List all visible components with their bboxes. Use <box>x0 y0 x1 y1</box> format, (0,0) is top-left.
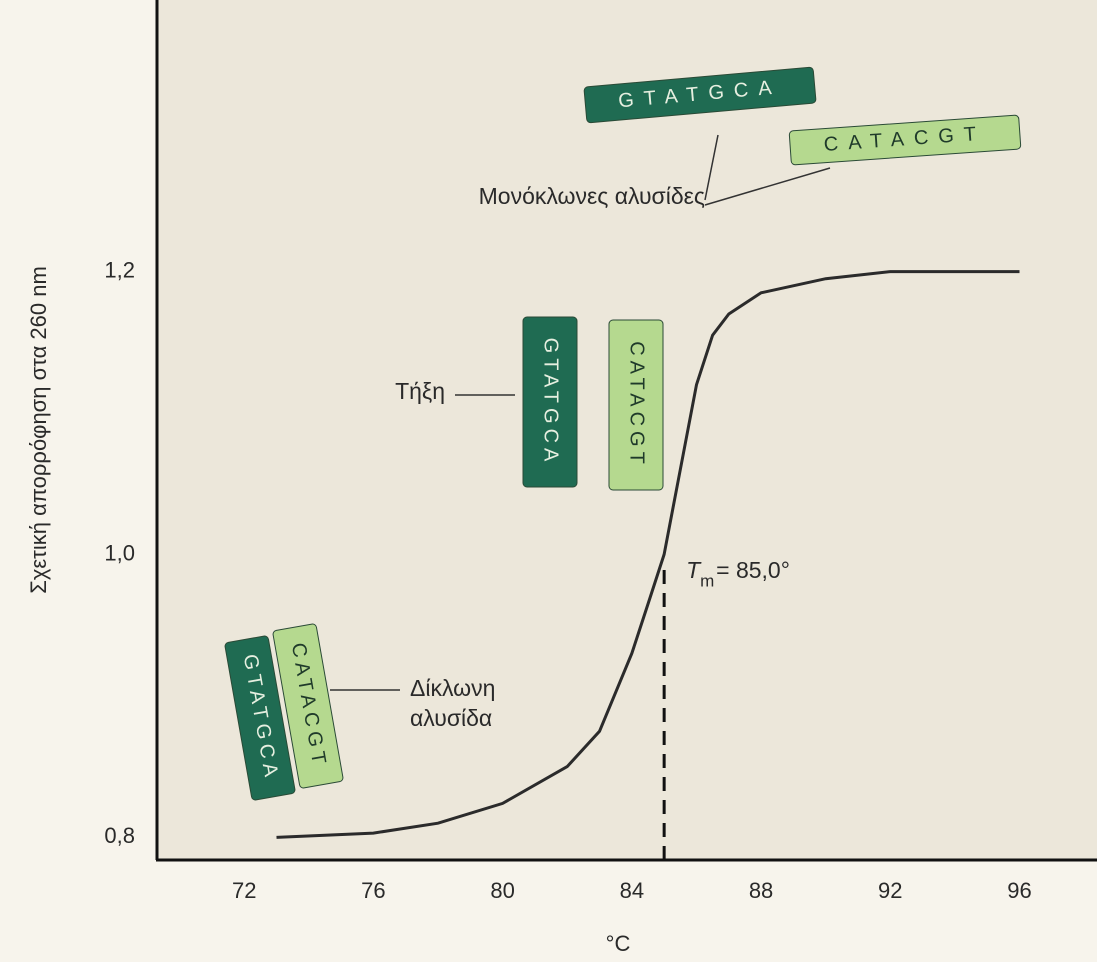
x-tick-label: 96 <box>1007 878 1031 903</box>
annotation: Μονόκλωνες αλυσίδες <box>479 183 705 209</box>
annotation: αλυσίδα <box>410 705 492 731</box>
x-tick-label: 92 <box>878 878 902 903</box>
tm-label: = 85,0° <box>716 557 790 583</box>
x-tick-label: 88 <box>749 878 773 903</box>
x-tick-label: 84 <box>620 878 644 903</box>
tm-subscript: m <box>700 571 714 590</box>
y-tick-label: 1,0 <box>104 540 135 565</box>
annotation: Τήξη <box>395 378 445 404</box>
x-tick-label: 76 <box>361 878 385 903</box>
annotation: Δίκλωνη <box>410 675 495 701</box>
dna-strand: GTATGCA <box>523 317 577 487</box>
x-tick-label: 72 <box>232 878 256 903</box>
dna-strand: CATACGT <box>609 320 663 490</box>
chart: Σχετική απορρόφηση στα 260 nm °C Μονόκλω… <box>0 0 1097 962</box>
strand-sequence: CATACGT <box>626 341 648 469</box>
y-tick-label: 0,8 <box>104 823 135 848</box>
x-tick-label: 80 <box>490 878 514 903</box>
y-axis-label: Σχετική απορρόφηση στα 260 nm <box>26 266 51 594</box>
x-axis-label: °C <box>606 931 631 956</box>
strand-sequence: GTATGCA <box>540 338 562 467</box>
y-tick-label: 1,2 <box>104 257 135 282</box>
